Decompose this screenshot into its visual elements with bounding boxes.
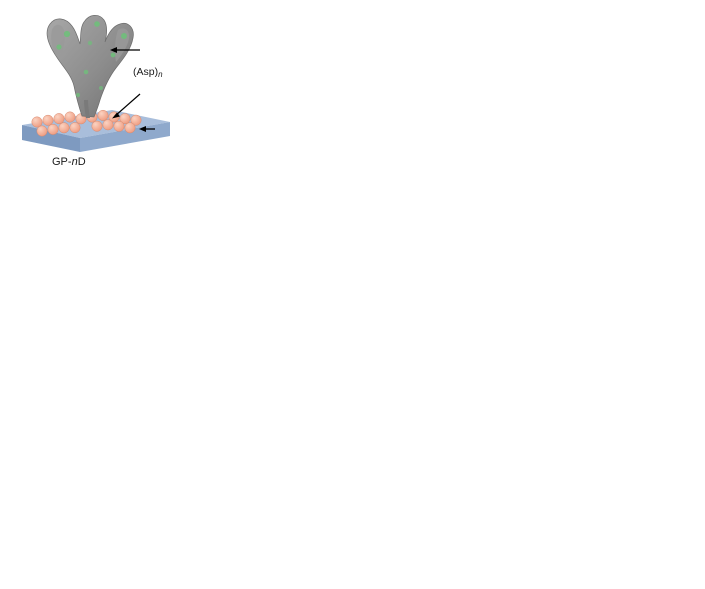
panel-i-chart bbox=[532, 392, 705, 589]
panel-b-chart bbox=[196, 0, 454, 182]
panel-e bbox=[190, 190, 420, 390]
panel-g2 bbox=[196, 392, 348, 589]
panel-d bbox=[0, 190, 190, 390]
gp-arrow bbox=[110, 47, 140, 53]
panel-f-timeline bbox=[420, 190, 705, 390]
panel-f bbox=[420, 190, 705, 390]
panel-a-asp-label: (Asp)n bbox=[133, 66, 163, 79]
asp-beads bbox=[31, 109, 142, 137]
panel-g-chart bbox=[0, 392, 198, 589]
panel-h bbox=[346, 392, 534, 589]
panel-e-chart bbox=[190, 190, 420, 390]
panel-b bbox=[196, 0, 454, 182]
panel-a-caption: GP-nD bbox=[52, 156, 86, 168]
panel-i bbox=[532, 392, 705, 589]
panel-h-chart bbox=[346, 392, 534, 589]
panel-d-gel bbox=[0, 190, 190, 390]
asp-arrow bbox=[112, 93, 141, 119]
panel-a-schematic: (Asp)n GP-nD bbox=[22, 15, 170, 168]
alum-arrow bbox=[139, 126, 155, 132]
panel-g bbox=[0, 392, 198, 589]
panel-a: (Asp)n GP-nD bbox=[0, 0, 195, 182]
gp-protein-model bbox=[46, 15, 134, 118]
panel-g2-chart bbox=[196, 392, 348, 589]
panel-c bbox=[456, 0, 705, 188]
panel-c-heatmap bbox=[456, 0, 705, 188]
